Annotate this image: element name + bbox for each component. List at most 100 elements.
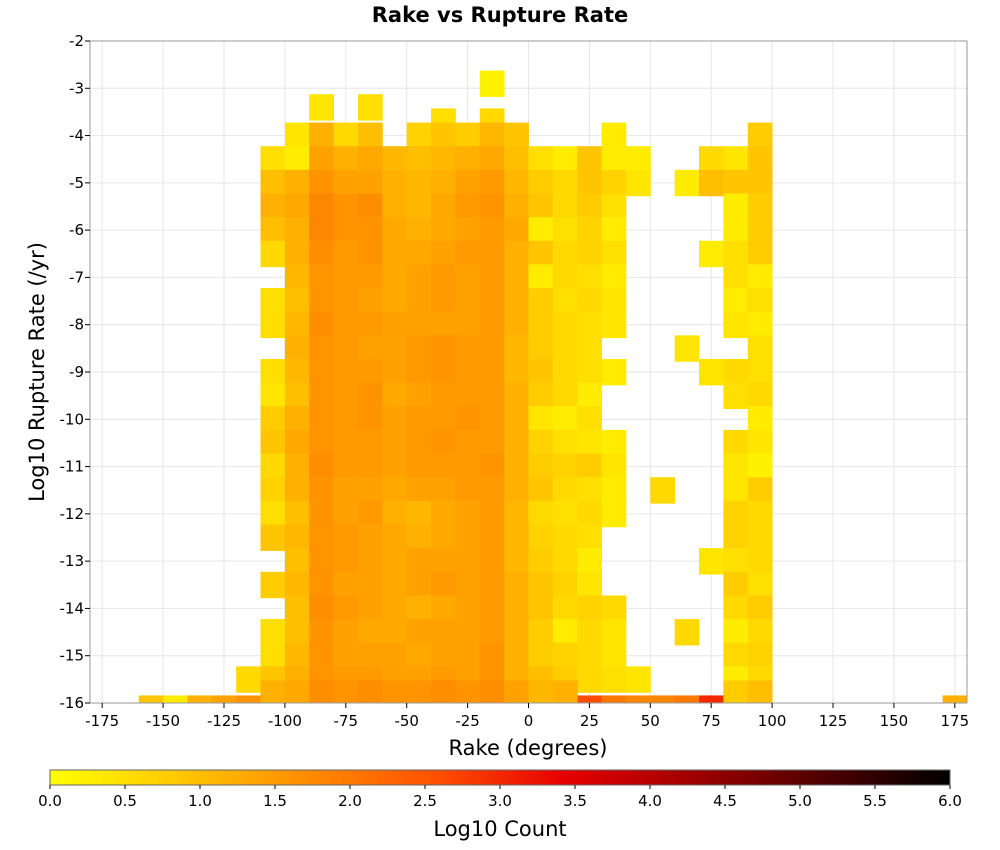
heatmap-cell <box>284 335 310 362</box>
x-tick-label: 75 <box>702 712 721 730</box>
heatmap-cell <box>552 595 578 622</box>
heatmap-cell <box>357 240 383 268</box>
heatmap-cell <box>333 358 359 386</box>
heatmap-cell <box>406 429 432 457</box>
heatmap-cell <box>504 311 529 339</box>
heatmap-cell <box>406 217 432 244</box>
heatmap-cell <box>528 335 554 362</box>
heatmap-cell <box>723 477 749 504</box>
heatmap-cell <box>236 666 261 693</box>
heatmap-cell <box>260 619 286 646</box>
heatmap-cell <box>528 382 554 410</box>
heatmap-cell <box>479 217 505 244</box>
y-tick-label: -3 <box>69 79 84 97</box>
heatmap-cell <box>455 619 481 646</box>
heatmap-cell <box>723 619 749 646</box>
heatmap-cell <box>406 571 432 599</box>
heatmap-cell <box>382 335 408 362</box>
heatmap-cell <box>382 146 408 173</box>
y-tick-label: -2 <box>69 32 84 50</box>
heatmap-cell <box>431 358 456 386</box>
heatmap-cell <box>747 240 773 268</box>
heatmap-cell <box>163 695 188 704</box>
heatmap-cell <box>431 524 456 551</box>
heatmap-cell <box>455 571 481 599</box>
heatmap-cell <box>625 169 651 197</box>
heatmap-cell <box>674 695 700 704</box>
heatmap-cell <box>601 695 627 704</box>
y-tick-label: -4 <box>69 127 84 145</box>
heatmap-cell <box>260 406 286 433</box>
heatmap-cell <box>479 311 505 339</box>
y-tick-label: -15 <box>60 647 85 665</box>
heatmap-cell <box>601 193 627 220</box>
heatmap-cell <box>431 680 456 704</box>
heatmap-cell <box>333 406 359 433</box>
y-tick-label: -11 <box>60 458 85 476</box>
heatmap-cell <box>942 695 968 704</box>
heatmap-cell <box>601 429 627 457</box>
heatmap-cell <box>309 524 335 551</box>
x-tick-label: -150 <box>146 712 180 730</box>
heatmap-cell <box>577 477 602 504</box>
heatmap-cell <box>431 240 456 268</box>
heatmap-cell <box>357 264 383 291</box>
heatmap-cell <box>552 264 578 291</box>
heatmap-cell <box>260 382 286 410</box>
heatmap-cell <box>528 217 554 244</box>
heatmap-cell <box>747 619 773 646</box>
heatmap-cell <box>455 240 481 268</box>
heatmap-cell <box>333 595 359 622</box>
heatmap-cell <box>528 453 554 480</box>
heatmap-cell <box>333 382 359 410</box>
heatmap-cell <box>723 358 749 386</box>
heatmap-cell <box>382 453 408 480</box>
heatmap-cell <box>699 240 724 268</box>
heatmap-cell <box>406 406 432 433</box>
heatmap-cell <box>455 146 481 173</box>
heatmap-cell <box>747 453 773 480</box>
heatmap-cell <box>406 619 432 646</box>
heatmap-cell <box>577 695 602 704</box>
heatmap-cell <box>260 524 286 551</box>
heatmap-cell <box>357 524 383 551</box>
heatmap-cell <box>577 406 602 433</box>
heatmap-cell <box>284 571 310 599</box>
heatmap-cell <box>504 264 529 291</box>
heatmap-cell <box>528 524 554 551</box>
heatmap-cell <box>747 288 773 315</box>
heatmap-cell <box>723 146 749 173</box>
heatmap-cell <box>309 548 335 575</box>
heatmap-cell <box>382 477 408 504</box>
heatmap-cell <box>479 453 505 480</box>
heatmap-cell <box>260 240 286 268</box>
heatmap-cell <box>552 217 578 244</box>
heatmap-cell <box>309 429 335 457</box>
heatmap-cell <box>747 146 773 173</box>
heatmap-cell <box>723 548 749 575</box>
heatmap-cell <box>504 680 529 704</box>
heatmap-cell <box>552 548 578 575</box>
heatmap-cell <box>528 264 554 291</box>
heatmap-cell <box>455 642 481 670</box>
heatmap-cell <box>333 240 359 268</box>
heatmap-cell <box>333 169 359 197</box>
heatmap-cell <box>504 453 529 480</box>
heatmap-cell <box>431 642 456 670</box>
y-tick-label: -9 <box>69 363 84 381</box>
heatmap-cell <box>577 240 602 268</box>
x-tick-label: 50 <box>641 712 660 730</box>
heatmap-cell <box>747 429 773 457</box>
heatmap-cell <box>479 169 505 197</box>
heatmap-cell <box>601 217 627 244</box>
heatmap-cell <box>528 642 554 670</box>
heatmap-cell <box>577 288 602 315</box>
heatmap-cell <box>577 619 602 646</box>
y-tick-label: -16 <box>60 694 85 712</box>
heatmap-cell <box>747 500 773 528</box>
heatmap-cell <box>577 311 602 339</box>
heatmap-cell <box>479 264 505 291</box>
heatmap-cell <box>309 288 335 315</box>
heatmap-cell <box>699 548 724 575</box>
